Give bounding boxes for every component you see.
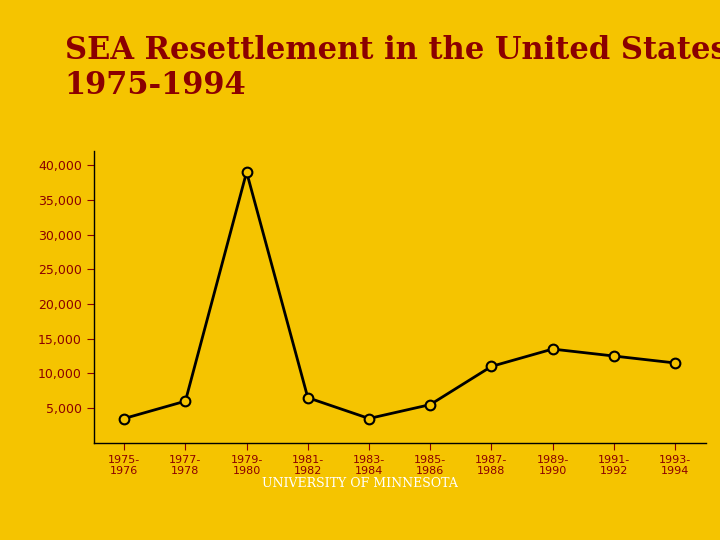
Text: UNIVERSITY OF MINNESOTA: UNIVERSITY OF MINNESOTA	[262, 477, 458, 490]
Text: SEA Resettlement in the United States,
1975-1994: SEA Resettlement in the United States, 1…	[65, 35, 720, 102]
Text: Driven to Discover: Driven to Discover	[288, 509, 432, 523]
